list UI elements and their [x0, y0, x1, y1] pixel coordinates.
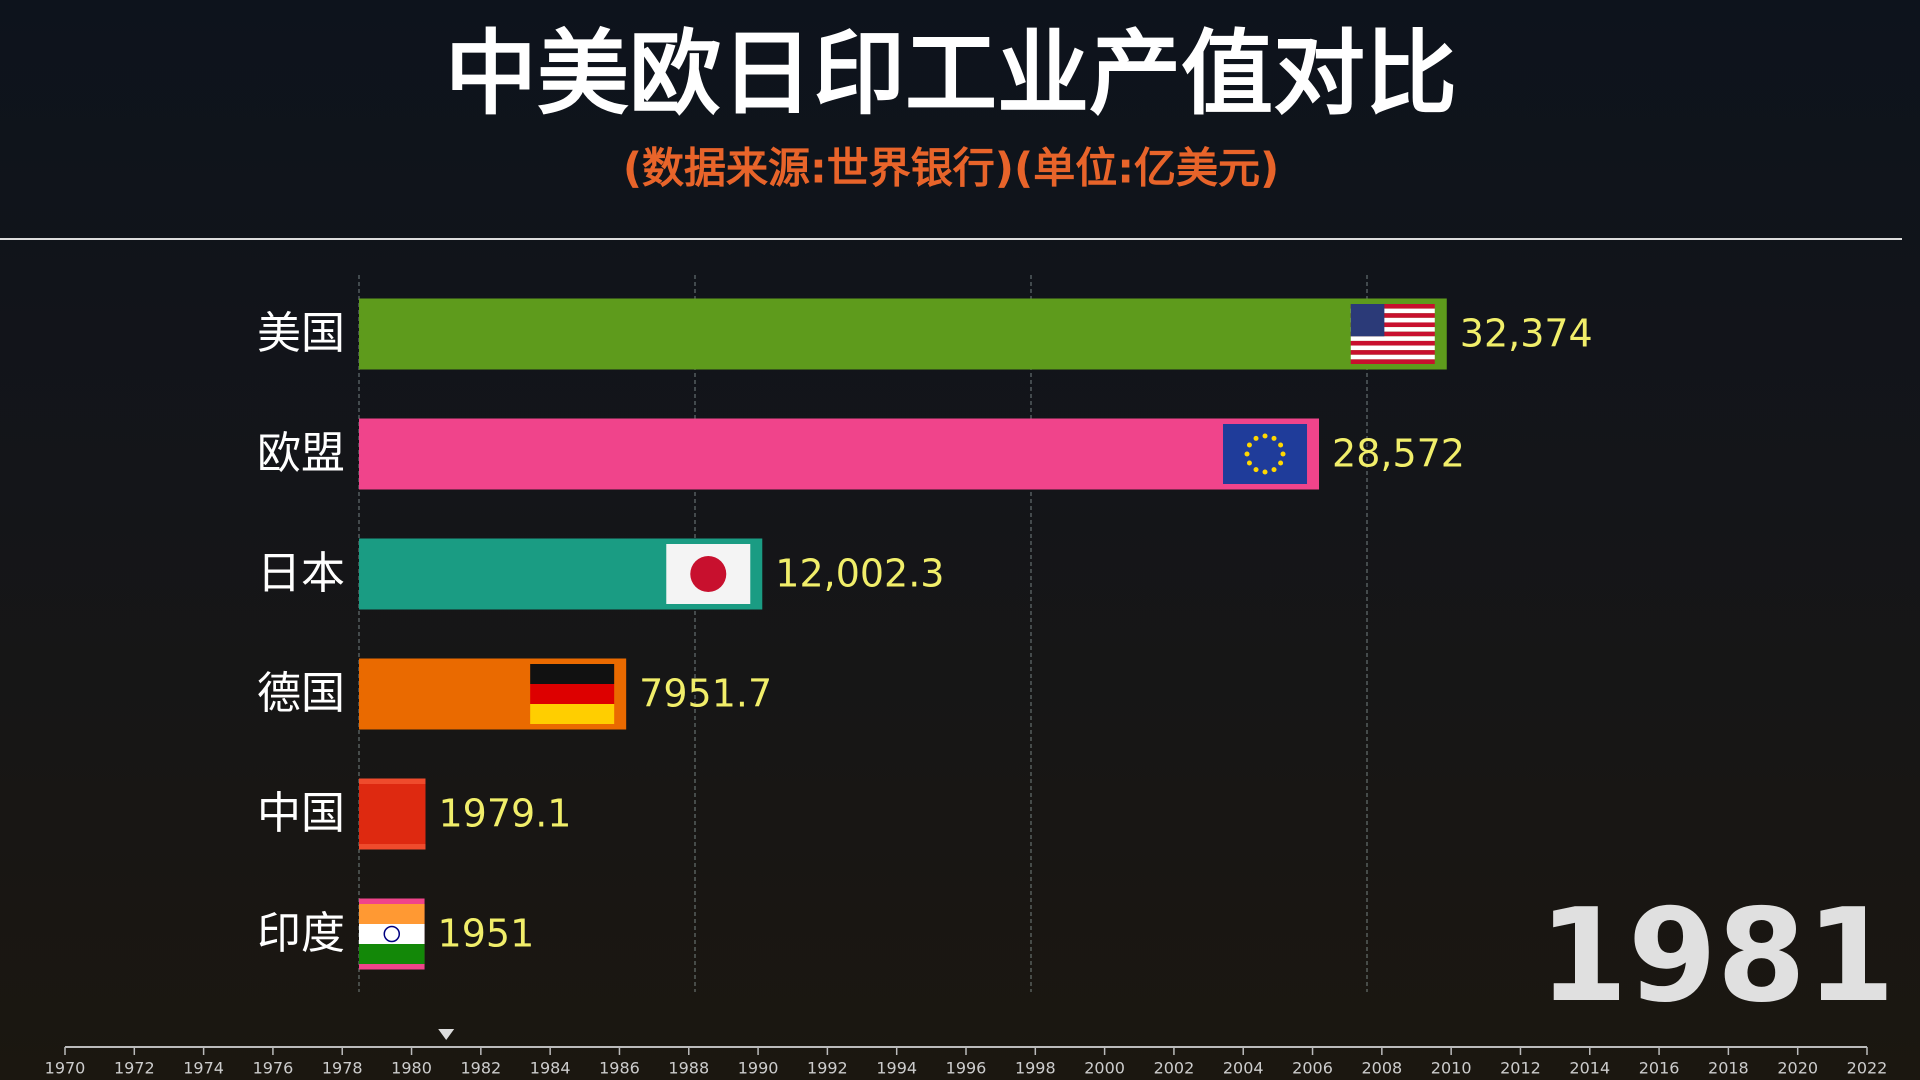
chart-subtitle: (数据来源:世界银行)(单位:亿美元) [623, 144, 1279, 193]
timeline-tick-label: 2002 [1154, 1059, 1195, 1078]
timeline-tick-label: 1982 [460, 1059, 501, 1078]
timeline-tick-label: 1986 [599, 1059, 640, 1078]
timeline-tick-label: 1998 [1015, 1059, 1056, 1078]
timeline-tick-label: 2020 [1777, 1059, 1818, 1078]
category-label: 德国 [257, 668, 345, 719]
flag [1350, 304, 1435, 364]
timeline-tick-label: 2004 [1223, 1059, 1264, 1078]
timeline-tick-label: 1978 [322, 1059, 363, 1078]
timeline-tick-label: 2018 [1708, 1059, 1749, 1078]
flag-part [359, 904, 425, 924]
timeline-tick-label: 1988 [668, 1059, 709, 1078]
flag-part [1246, 460, 1252, 466]
timeline-tick-label: 1980 [391, 1059, 432, 1078]
flag-part [1244, 451, 1250, 457]
category-label: 日本 [257, 548, 345, 599]
flag [1223, 424, 1308, 484]
flag-part [1350, 313, 1435, 318]
timeline-tick-label: 2022 [1847, 1059, 1888, 1078]
flag-part [1350, 322, 1435, 328]
flag-part [359, 784, 426, 844]
timeline-tick-label: 1996 [946, 1059, 987, 1078]
flag-part [1271, 435, 1277, 441]
bar [359, 418, 1320, 490]
flag-part [1350, 304, 1385, 337]
timeline-marker [438, 1029, 455, 1040]
category-label: 欧盟 [257, 428, 345, 479]
flag-part [1350, 354, 1435, 360]
flag-part [1350, 308, 1435, 314]
flag-part [383, 925, 401, 943]
flag [530, 664, 615, 724]
bar [359, 298, 1447, 370]
timeline-tick-label: 2014 [1569, 1059, 1610, 1078]
flag-part [1350, 304, 1435, 309]
flag-part [1262, 433, 1268, 439]
timeline-tick-label: 1974 [183, 1059, 224, 1078]
flag-part [530, 664, 615, 684]
timeline-tick-label: 2010 [1431, 1059, 1472, 1078]
timeline-tick-label: 1984 [530, 1059, 571, 1078]
timeline-tick-label: 1994 [876, 1059, 917, 1078]
flag-part [1223, 424, 1308, 484]
timeline-tick-label: 1976 [253, 1059, 294, 1078]
timeline-tick-label: 2012 [1500, 1059, 1541, 1078]
flag-part [1350, 327, 1435, 332]
flag-part [1350, 331, 1435, 337]
flag-part [1350, 340, 1435, 346]
flag-part [1246, 442, 1252, 448]
flag-part [1280, 451, 1286, 457]
value-label: 32,374 [1460, 312, 1593, 356]
timeline-tick-label: 2000 [1084, 1059, 1125, 1078]
timeline-tick-label: 1972 [114, 1059, 155, 1078]
timeline-tick-label: 1990 [738, 1059, 779, 1078]
value-label: 1979.1 [438, 792, 571, 836]
category-label: 印度 [257, 908, 345, 959]
flag-part [530, 704, 615, 724]
year-label: 1981 [1539, 882, 1895, 1031]
value-label: 12,002.3 [775, 552, 944, 596]
flag-part [1253, 467, 1259, 473]
flag [666, 544, 751, 604]
timeline-tick-label: 2008 [1361, 1059, 1402, 1078]
flag-part [1271, 467, 1277, 473]
flag-part [359, 924, 425, 944]
flag-part [1253, 435, 1259, 441]
flag-part [1350, 317, 1435, 323]
flag-part [1350, 345, 1435, 351]
value-label: 1951 [438, 912, 535, 956]
flag [359, 784, 426, 844]
timeline-tick-label: 2016 [1639, 1059, 1680, 1078]
category-label: 中国 [257, 788, 345, 839]
flag-part [690, 556, 727, 592]
flag [359, 904, 425, 964]
timeline-tick-label: 2006 [1292, 1059, 1333, 1078]
flag-part [1350, 359, 1435, 364]
chart-title: 中美欧日印工业产值对比 [445, 20, 1457, 127]
timeline-tick-label: 1992 [807, 1059, 848, 1078]
category-label: 美国 [257, 308, 345, 359]
flag-part [1278, 460, 1284, 466]
flag-part [1262, 469, 1268, 475]
value-label: 7951.7 [639, 672, 772, 716]
timeline-tick-label: 1970 [45, 1059, 86, 1078]
flag-part [1278, 442, 1284, 448]
value-label: 28,572 [1332, 432, 1465, 476]
flag-part [530, 684, 615, 704]
flag-part [359, 944, 425, 964]
flag-part [1350, 336, 1435, 341]
flag-part [1350, 350, 1435, 355]
